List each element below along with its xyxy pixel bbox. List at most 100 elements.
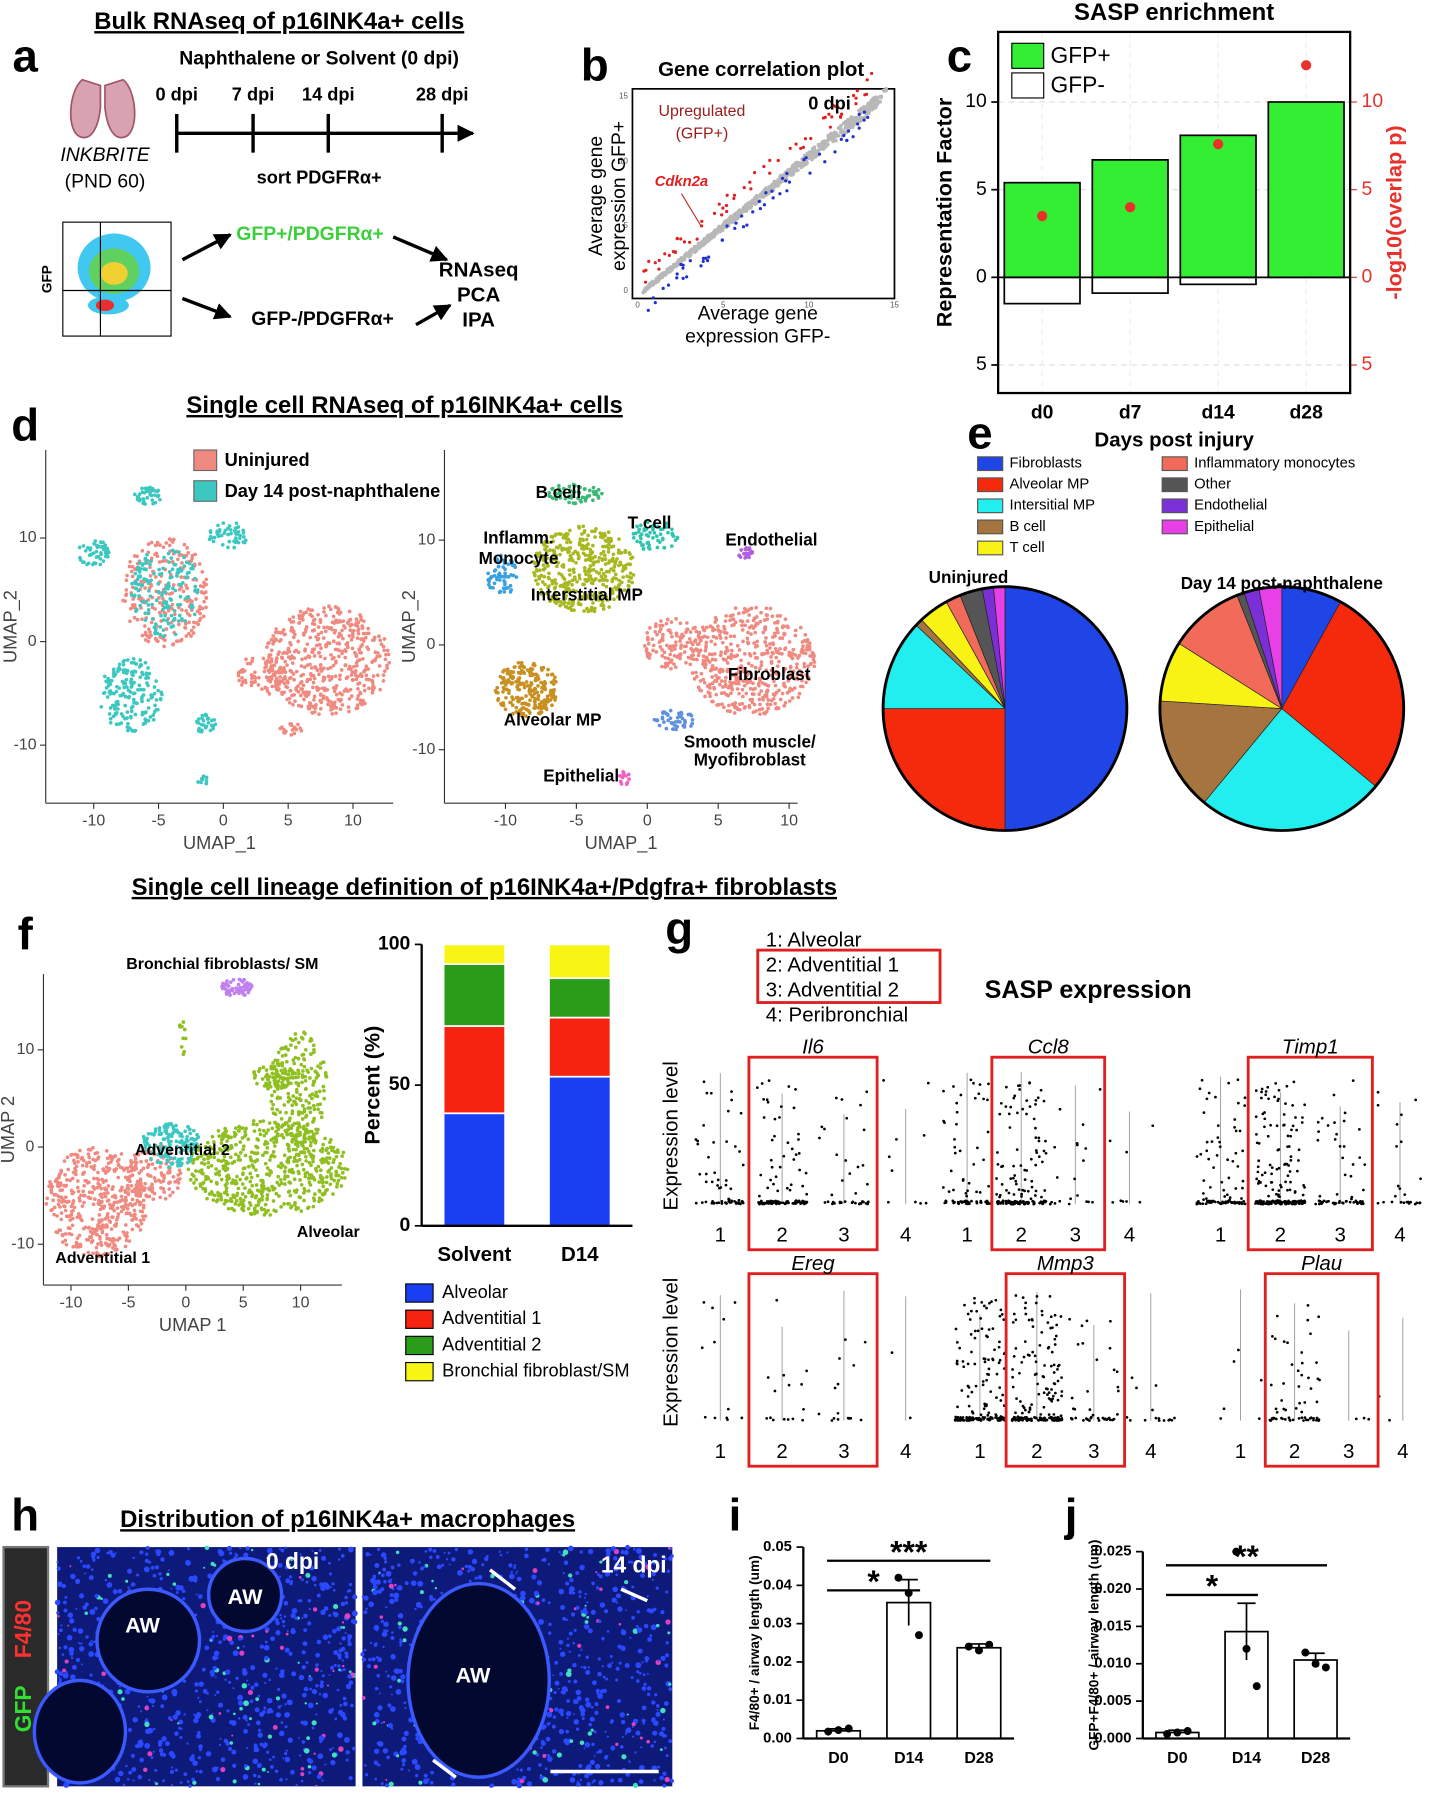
cell-dot [718, 633, 722, 638]
cell-dot [180, 1134, 184, 1139]
cell-dot [103, 1194, 108, 1199]
cell-dot [91, 1202, 96, 1207]
up-gene-dot [732, 193, 737, 197]
cell-dot [338, 677, 342, 681]
cell-dot [139, 696, 144, 701]
cell-dot [165, 618, 169, 623]
gene-dot [836, 133, 841, 138]
cell-dot [103, 1217, 108, 1221]
cell-dot [740, 619, 745, 624]
cell-dot [128, 1174, 133, 1178]
cell-dot [341, 636, 345, 641]
gene-dot [744, 204, 749, 209]
cell-dot [321, 1192, 325, 1197]
cell-dot [765, 651, 770, 655]
cell-dot [735, 707, 740, 712]
cell-dot [717, 669, 722, 674]
cell-dot [347, 696, 352, 701]
cell-dot [514, 705, 519, 710]
gene-dot [706, 233, 710, 238]
cell-dot [651, 643, 656, 648]
cell-dot [96, 1155, 101, 1160]
cell-dot [758, 712, 762, 716]
cell-dot [292, 1177, 297, 1182]
cell-dot [323, 1136, 327, 1141]
highlight-box [756, 948, 942, 1004]
cell-dot [751, 626, 756, 630]
cell-dot [147, 671, 152, 676]
cell-dot [746, 641, 751, 646]
cell-dot [581, 538, 585, 542]
up-gene-dot [762, 164, 766, 169]
cell-dot [137, 594, 141, 598]
cell-dot [689, 646, 693, 651]
cell-dot [230, 1206, 234, 1211]
pointer [680, 193, 702, 226]
cell-dot [151, 501, 155, 506]
cell-dot [724, 692, 729, 697]
cell-dot [752, 702, 757, 707]
cell-dot [357, 681, 362, 685]
cell-dot [302, 665, 307, 669]
gene-dot [810, 157, 814, 162]
cell-dot [168, 597, 173, 601]
x-tick-label: 10 [804, 300, 813, 309]
cell-dot [737, 648, 742, 652]
gene-dot [862, 104, 866, 109]
cell-dot [516, 677, 520, 682]
cell-dot [669, 544, 674, 548]
cell-dot [261, 1153, 265, 1158]
cell-dot [587, 488, 592, 493]
cell-dot [631, 536, 636, 540]
cell-dot [299, 1209, 304, 1213]
cell-dot [117, 1236, 122, 1240]
cell-dot [379, 642, 384, 647]
up-gene-dot [799, 146, 803, 151]
cell-dot [328, 665, 333, 670]
cell-dot [545, 673, 550, 677]
cell-dot [541, 682, 546, 687]
cell-dot [146, 542, 151, 546]
cell-dot [321, 1184, 326, 1189]
cell-dot [133, 1160, 137, 1164]
cell-dot [735, 687, 740, 691]
gene-dot [802, 163, 806, 168]
cell-dot [177, 550, 181, 554]
cell-dot [381, 673, 386, 677]
cell-dot [311, 1204, 316, 1209]
up-gene-dot [851, 93, 856, 98]
cell-dot [162, 1190, 166, 1194]
gene-dot [875, 102, 880, 106]
cell-dot [376, 651, 380, 655]
cell-dot [366, 626, 370, 631]
cell-dot [210, 1134, 215, 1139]
cell-dot [146, 608, 151, 612]
up-gene-dot [721, 206, 725, 210]
cell-dot [568, 605, 572, 610]
cell-dot [301, 690, 306, 695]
panel-letter: e [967, 407, 992, 458]
cell-dot [498, 589, 503, 594]
down-gene-dot [770, 189, 774, 193]
gene-dot [727, 220, 731, 225]
cell-dot [360, 642, 365, 647]
down-gene-dot [845, 138, 849, 143]
cell-dot [337, 612, 342, 616]
cell-dot [347, 709, 351, 714]
cell-dot [156, 581, 161, 586]
cell-dot [160, 692, 164, 697]
cell-dot [69, 1204, 74, 1209]
cell-dot [129, 1169, 134, 1173]
x-tick-label: 10 [344, 813, 362, 830]
cell-dot [292, 731, 297, 736]
up-gene-dot [803, 137, 808, 141]
cell-dot [128, 1202, 133, 1206]
cell-dot [52, 1192, 57, 1197]
cell-dot [326, 702, 330, 707]
cell-dot [271, 1199, 276, 1203]
cell-dot [204, 605, 208, 610]
cell-dot [328, 1182, 333, 1187]
cell-dot [185, 595, 189, 600]
cell-dot [748, 607, 753, 611]
cell-dot [384, 652, 388, 657]
